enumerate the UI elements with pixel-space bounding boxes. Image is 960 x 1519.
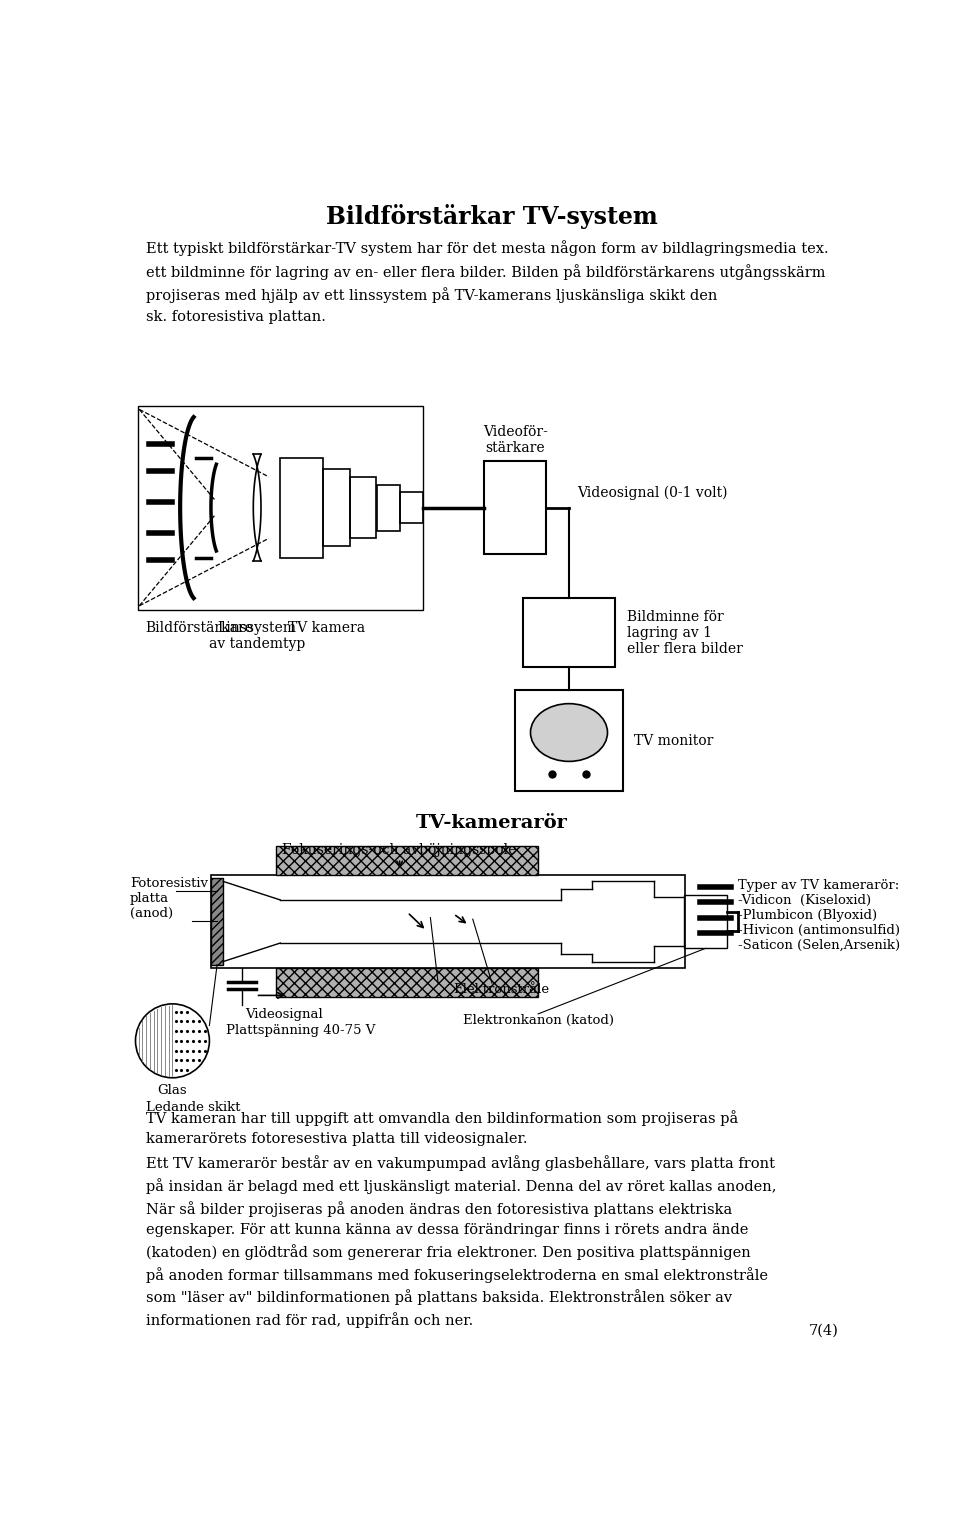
Text: Bildförstärkare: Bildförstärkare: [146, 621, 253, 635]
Bar: [523, 598, 615, 667]
Text: Ledande skikt: Ledande skikt: [146, 1101, 240, 1113]
Text: 7(4): 7(4): [808, 1325, 838, 1338]
Bar: [516, 691, 623, 790]
Bar: [349, 477, 376, 538]
Bar: [211, 878, 224, 965]
Text: Videoför-
stärkare: Videoför- stärkare: [483, 425, 547, 456]
Text: Videosignal (0-1 volt): Videosignal (0-1 volt): [577, 486, 728, 500]
Bar: [399, 492, 422, 523]
Text: Linssystem
av tandemtyp: Linssystem av tandemtyp: [209, 621, 305, 652]
Text: Glas: Glas: [157, 1085, 187, 1097]
Bar: [280, 457, 323, 557]
Bar: [376, 485, 399, 530]
Bar: [138, 406, 422, 609]
Bar: [276, 846, 539, 875]
Text: Elektronstråle: Elektronstråle: [453, 983, 550, 996]
Bar: [276, 968, 539, 996]
Text: Bildförstärkar TV-system: Bildförstärkar TV-system: [326, 204, 658, 229]
Text: TV-kamerarör: TV-kamerarör: [416, 814, 568, 832]
Bar: [684, 895, 727, 948]
Text: Videosignal: Videosignal: [246, 1009, 324, 1021]
Ellipse shape: [531, 703, 608, 761]
Text: Fotoresistiv
platta
(anod): Fotoresistiv platta (anod): [131, 876, 208, 921]
Circle shape: [135, 1004, 209, 1078]
Text: Fokuserings-och avböjningsspole: Fokuserings-och avböjningsspole: [282, 843, 516, 857]
Text: Bildminne för
lagring av 1
eller flera bilder: Bildminne för lagring av 1 eller flera b…: [627, 609, 743, 656]
Text: Ett typiskt bildförstärkar-TV system har för det mesta någon form av bildlagring: Ett typiskt bildförstärkar-TV system har…: [146, 240, 828, 324]
Text: TV kameran har till uppgift att omvandla den bildinformation som projiseras på
k: TV kameran har till uppgift att omvandla…: [146, 1110, 737, 1145]
Text: TV monitor: TV monitor: [635, 734, 714, 747]
Bar: [323, 469, 349, 547]
Text: Elektronkanon (katod): Elektronkanon (katod): [463, 1013, 613, 1027]
Text: Ett TV kamerarör består av en vakumpumpad avlång glasbehållare, vars platta fron: Ett TV kamerarör består av en vakumpumpa…: [146, 1154, 776, 1329]
Bar: [484, 462, 546, 554]
Bar: [211, 875, 684, 968]
Text: Typer av TV kamerarör:
-Vidicon  (Kiseloxid)
-Plumbicon (Blyoxid)
-Hivicon (anti: Typer av TV kamerarör: -Vidicon (Kiselox…: [738, 880, 900, 952]
Text: Plattspänning 40-75 V: Plattspänning 40-75 V: [227, 1024, 375, 1037]
Text: TV kamera: TV kamera: [288, 621, 365, 635]
